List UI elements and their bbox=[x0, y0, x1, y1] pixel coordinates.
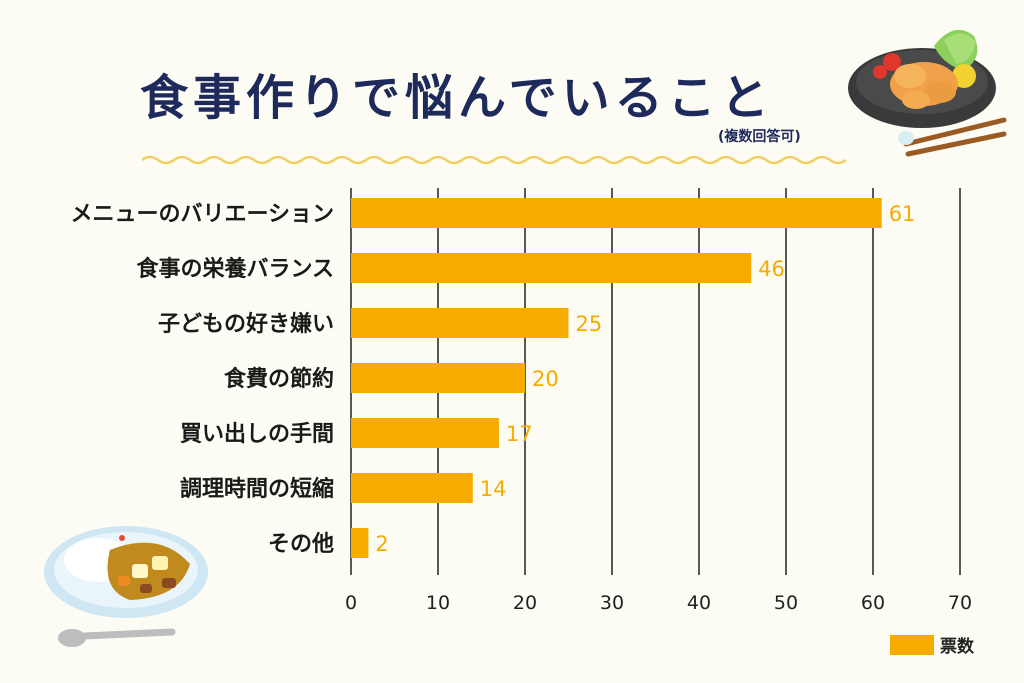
bar bbox=[351, 363, 525, 393]
x-tick-label: 50 bbox=[774, 592, 798, 614]
bar bbox=[351, 198, 882, 228]
category-label: 買い出しの手間 bbox=[180, 422, 334, 447]
x-tick-label: 60 bbox=[861, 592, 885, 614]
category-label: 子どもの好き嫌い bbox=[158, 311, 334, 337]
bar bbox=[351, 473, 473, 503]
chart-title: 食事作りで悩んでいること bbox=[140, 70, 774, 126]
category-label: 調理時間の短縮 bbox=[180, 476, 334, 502]
x-tick-label: 30 bbox=[600, 592, 624, 614]
bar bbox=[351, 253, 752, 283]
karaage-plate-illustration bbox=[848, 29, 1007, 157]
title-underline-wave bbox=[142, 155, 847, 165]
x-tick-label: 10 bbox=[426, 592, 450, 614]
x-tick-label: 70 bbox=[948, 592, 972, 614]
data-label: 20 bbox=[532, 367, 559, 391]
chart-subtitle: (複数回答可) bbox=[718, 129, 801, 145]
data-label: 61 bbox=[889, 202, 916, 226]
bar bbox=[351, 308, 569, 338]
data-label: 46 bbox=[758, 257, 785, 281]
x-tick-label: 20 bbox=[513, 592, 537, 614]
bar bbox=[351, 528, 369, 558]
category-label: その他 bbox=[268, 532, 334, 557]
category-label: メニューのバリエーション bbox=[70, 202, 334, 227]
x-tick-label: 40 bbox=[687, 592, 711, 614]
data-label: 2 bbox=[375, 532, 388, 556]
chart-legend: 票数 bbox=[890, 632, 974, 657]
data-label: 17 bbox=[506, 422, 533, 446]
curry-plate-illustration bbox=[44, 526, 208, 647]
legend-swatch bbox=[890, 634, 934, 655]
category-label: 食費の節約 bbox=[224, 366, 334, 392]
category-label: 食事の栄養バランス bbox=[136, 256, 334, 282]
bar bbox=[351, 418, 499, 448]
data-label: 14 bbox=[480, 477, 507, 501]
data-label: 25 bbox=[576, 312, 603, 336]
legend-label: 票数 bbox=[940, 637, 974, 657]
x-tick-label: 0 bbox=[345, 592, 357, 614]
